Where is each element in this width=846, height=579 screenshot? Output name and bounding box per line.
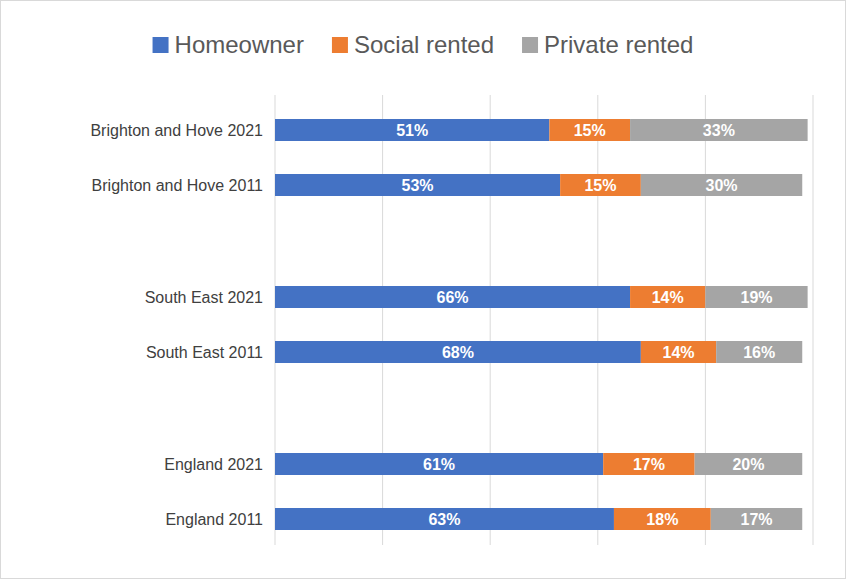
bar-segment (711, 508, 802, 530)
bar-segment (275, 508, 614, 530)
chart-frame (1, 1, 846, 579)
category-label: South East 2021 (145, 289, 263, 306)
bar-segment (275, 174, 560, 196)
data-label: 14% (662, 344, 694, 361)
data-label: 15% (584, 177, 616, 194)
bar-segment (275, 453, 603, 475)
grid-line (705, 95, 706, 545)
data-labels: 51% 15% 33% 53% 15% 30% 66% 14% 19% 68% 14% 16% 61% 1… (396, 122, 775, 528)
data-label: 16% (743, 344, 775, 361)
bar-segment (705, 286, 807, 308)
bar-segment (630, 119, 808, 141)
grid-line (813, 95, 814, 545)
bar-segment (716, 341, 802, 363)
category-label: England 2011 (165, 511, 263, 528)
data-label: 20% (732, 456, 764, 473)
data-label: 53% (402, 177, 434, 194)
category-label: South East 2011 (146, 344, 263, 361)
data-label: 18% (646, 511, 678, 528)
data-label: 51% (396, 122, 428, 139)
bar-segment (695, 453, 803, 475)
grid-line (597, 95, 598, 545)
category-label: Brighton and Hove 2011 (92, 177, 263, 194)
bar-segment (560, 174, 641, 196)
grid-line (490, 95, 491, 545)
bar-segment (275, 286, 630, 308)
bar-segment (630, 286, 705, 308)
bar-segment (549, 119, 630, 141)
legend-swatch (153, 37, 169, 53)
data-label: 14% (652, 289, 684, 306)
category-label: Brighton and Hove 2021 (90, 122, 263, 139)
chart-svg: 51% 15% 33% 53% 15% 30% 66% 14% 19% 68% 14% 16% 61% 1… (0, 0, 846, 579)
data-label: 17% (740, 511, 772, 528)
data-label: 15% (574, 122, 606, 139)
bar-segment (275, 341, 641, 363)
category-label: England 2021 (164, 456, 263, 473)
data-label: 33% (703, 122, 735, 139)
legend-label: Private rented (544, 31, 693, 58)
data-label: 30% (706, 177, 738, 194)
data-label: 61% (423, 456, 455, 473)
data-label: 68% (442, 344, 474, 361)
data-label: 66% (437, 289, 469, 306)
legend-label: Homeowner (175, 31, 304, 58)
bar-segment (275, 119, 549, 141)
legend-item: Homeowner (153, 31, 304, 58)
legend: Homeowner Social rented Private rented (153, 31, 694, 58)
grid-line (382, 95, 383, 545)
data-label: 19% (740, 289, 772, 306)
bar-segment (614, 508, 711, 530)
legend-swatch (332, 37, 348, 53)
bar-segment (641, 174, 802, 196)
bars (275, 119, 808, 530)
grid-line (275, 95, 276, 545)
bar-segment (603, 453, 694, 475)
data-label: 17% (633, 456, 665, 473)
chart-container: 51% 15% 33% 53% 15% 30% 66% 14% 19% 68% 14% 16% 61% 1… (0, 0, 846, 579)
bar-segment (641, 341, 716, 363)
legend-item: Private rented (522, 31, 693, 58)
legend-label: Social rented (354, 31, 494, 58)
legend-swatch (522, 37, 538, 53)
legend-item: Social rented (332, 31, 494, 58)
data-label: 63% (428, 511, 460, 528)
